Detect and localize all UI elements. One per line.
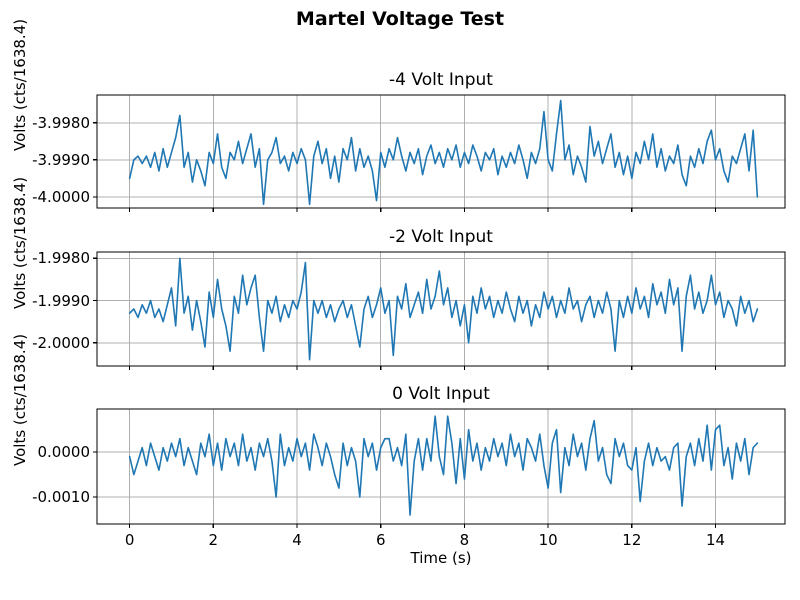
y-tick-label: -1.9990: [32, 291, 90, 310]
y-tick-label: -0.0010: [32, 488, 90, 507]
x-tick-label: 0: [124, 531, 135, 549]
data-line-series: [128, 415, 759, 516]
subplot-1-graphics: [93, 94, 786, 212]
y-tick-label: 0.0000: [37, 443, 91, 462]
subplot-2-title: -2 Volt Input: [389, 227, 493, 247]
figure-title: Martel Voltage Test: [295, 8, 505, 30]
x-tick-label: 8: [459, 531, 470, 549]
data-line-series: [128, 99, 759, 206]
data-line-series: [128, 257, 759, 361]
axes-border: [96, 408, 786, 525]
subplot-1-title: -4 Volt Input: [389, 70, 493, 90]
y-tick-label: -2.0000: [32, 333, 90, 352]
subplot-3-title: 0 Volt Input: [392, 384, 490, 404]
x-axis-label: Time (s): [410, 549, 472, 567]
subplot-3-graphics: [93, 408, 786, 528]
subplot-2-graphics: [93, 251, 786, 370]
y-tick-label: -3.9990: [32, 150, 90, 169]
y-tick-label: -1.9980: [32, 249, 90, 268]
axes-border: [96, 94, 786, 209]
x-tick-label: 14: [705, 531, 726, 549]
x-tick-label: 4: [292, 531, 302, 549]
x-tick-label: 12: [622, 531, 642, 549]
y-tick-label: -4.0000: [32, 187, 90, 206]
y-tick-label: -3.9980: [32, 113, 90, 132]
x-tick-label: 2: [208, 531, 219, 549]
axes-border: [96, 251, 786, 367]
x-tick-label: 10: [538, 531, 558, 549]
x-tick-label: 6: [375, 531, 386, 549]
